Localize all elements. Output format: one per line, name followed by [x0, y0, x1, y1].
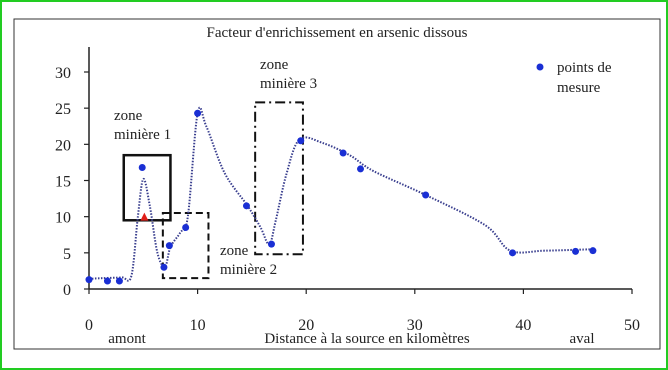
data-point: [165, 242, 173, 250]
x-axis-label: Distance à la source en kilomètres: [264, 331, 469, 347]
zone-box-3: [254, 101, 304, 256]
data-point: [267, 240, 275, 248]
data-point: [339, 149, 347, 157]
y-tick-label: 15: [55, 174, 71, 191]
data-point: [85, 276, 93, 284]
data-point: [115, 277, 123, 285]
plot-frame: [13, 18, 661, 350]
y-tick-label: 0: [63, 282, 71, 299]
x-tick-label: 20: [298, 317, 314, 334]
data-point: [357, 165, 364, 173]
zone-label-1: minière 1: [114, 127, 171, 143]
data-point: [572, 247, 580, 255]
data-point: [509, 249, 517, 257]
data-point: [297, 137, 305, 145]
data-point: [194, 109, 202, 117]
data-point: [242, 202, 250, 210]
data-point: [138, 163, 146, 171]
x-tick-label: 50: [624, 317, 640, 334]
chart-title: Facteur d'enrichissement en arsenic diss…: [207, 25, 468, 41]
data-point: [103, 277, 111, 285]
legend-marker: [536, 63, 544, 71]
x-tick-label: 30: [407, 317, 423, 334]
zone-label-2: minière 2: [220, 262, 277, 278]
zone-boxes: zone minière 1 zone minière 2 zone minière 3: [114, 57, 317, 280]
red-marker: [140, 212, 149, 221]
x-label-right: aval: [570, 331, 595, 347]
data-point: [182, 224, 190, 232]
zone-label-3: minière 3: [260, 76, 317, 92]
x-tick-label: 40: [515, 317, 531, 334]
data-point: [160, 263, 168, 271]
x-label-left: amont: [108, 331, 146, 347]
legend-label-line2: mesure: [557, 80, 601, 96]
y-tick-label: 25: [55, 101, 71, 118]
y-tick-label: 5: [63, 246, 71, 263]
zone-label-1: zone: [114, 108, 143, 124]
data-point: [589, 247, 597, 255]
x-ticks: 0 10 20 30 40 50: [85, 289, 640, 334]
y-tick-label: 30: [55, 65, 71, 82]
y-tick-label: 20: [55, 137, 71, 154]
x-tick-label: 10: [190, 317, 206, 334]
measurement-points: [85, 109, 597, 285]
y-ticks: 0 5 10 15 20 25 30: [55, 65, 89, 299]
x-tick-label: 0: [85, 317, 93, 334]
zone-label-3: zone: [260, 57, 289, 73]
data-point: [422, 191, 430, 199]
legend-label-line1: points de: [557, 60, 612, 76]
zone-box-2: [161, 212, 210, 280]
y-tick-label: 10: [55, 210, 71, 227]
zone-label-2: zone: [220, 243, 249, 259]
